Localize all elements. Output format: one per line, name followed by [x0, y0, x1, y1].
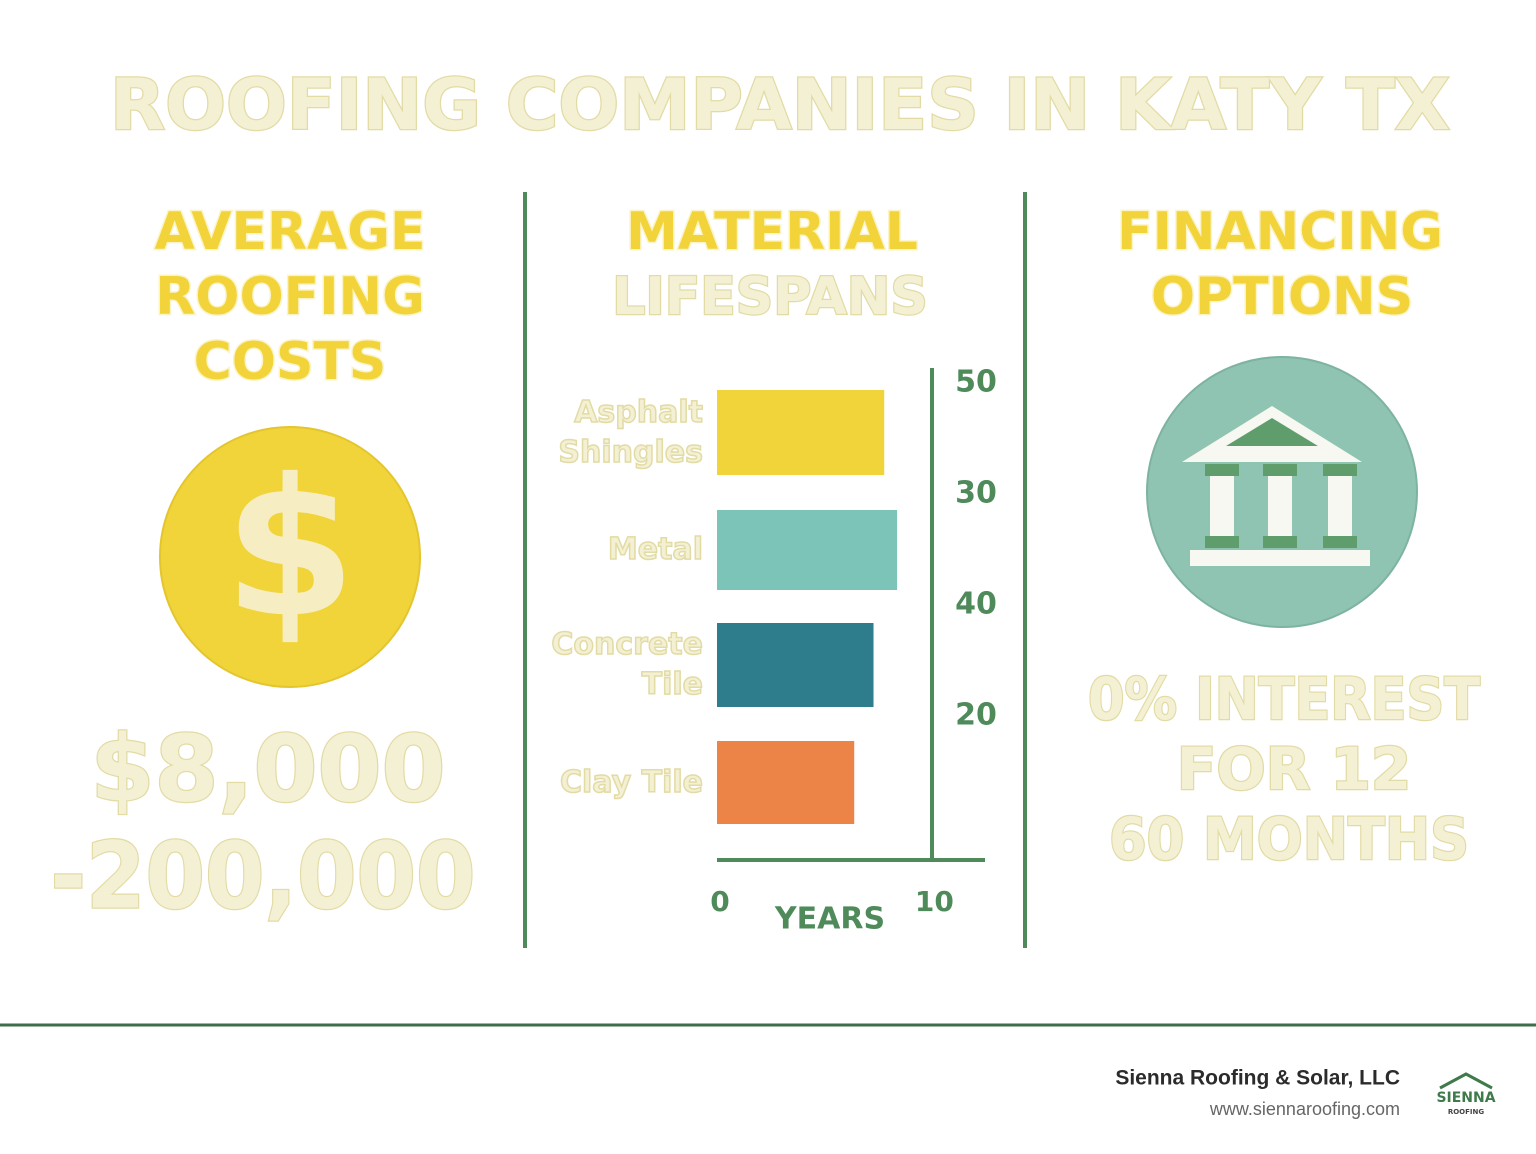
category-label: Metal [607, 531, 704, 568]
coin-symbol: $ [224, 438, 356, 659]
title: ROOFING COMPANIES IN KATY TX [110, 64, 1450, 146]
bar [717, 510, 898, 590]
heading-line: ROOFING [155, 267, 425, 327]
cost-range: -200,000 [51, 822, 476, 929]
company: Sienna Roofing & Solar, LLC [1115, 1067, 1400, 1090]
heading-line: OPTIONS [1151, 267, 1413, 327]
url: www.siennaroofing.com [1209, 1099, 1400, 1119]
heading-line: COSTS [194, 332, 387, 392]
side-label: 20 [955, 698, 997, 733]
bar [717, 623, 874, 707]
chart-title: LIFESPANS [612, 267, 928, 327]
heading-line: FINANCING [1117, 202, 1443, 262]
category-label: Clay Tile [559, 764, 704, 801]
side-label: 40 [955, 587, 997, 622]
offer-line: FOR 12 [1177, 735, 1412, 803]
bar [717, 390, 885, 475]
coin [159, 426, 421, 688]
x-tick-label: 10 [915, 885, 954, 918]
side-label: 30 [955, 476, 997, 511]
x-axis-label: YEARS [774, 902, 885, 937]
chart-title: MATERIAL [626, 202, 918, 262]
logo-text: SIENNA [1436, 1090, 1495, 1106]
heading-line: AVERAGE [155, 202, 426, 262]
logo-roof [1439, 1072, 1493, 1090]
category-label: Asphalt Shingles [558, 394, 704, 471]
side-label: 50 [955, 365, 997, 400]
bar [717, 741, 855, 824]
offer-line: 0% INTEREST [1088, 665, 1480, 733]
cost-range: $8,000 [91, 715, 446, 822]
bank [1182, 406, 1370, 566]
offer-line: 60 MONTHS [1109, 805, 1469, 873]
logo-text: ROOFING [1448, 1108, 1485, 1116]
category-label: Concrete Tile [551, 626, 704, 703]
x-tick-label: 0 [710, 885, 729, 918]
